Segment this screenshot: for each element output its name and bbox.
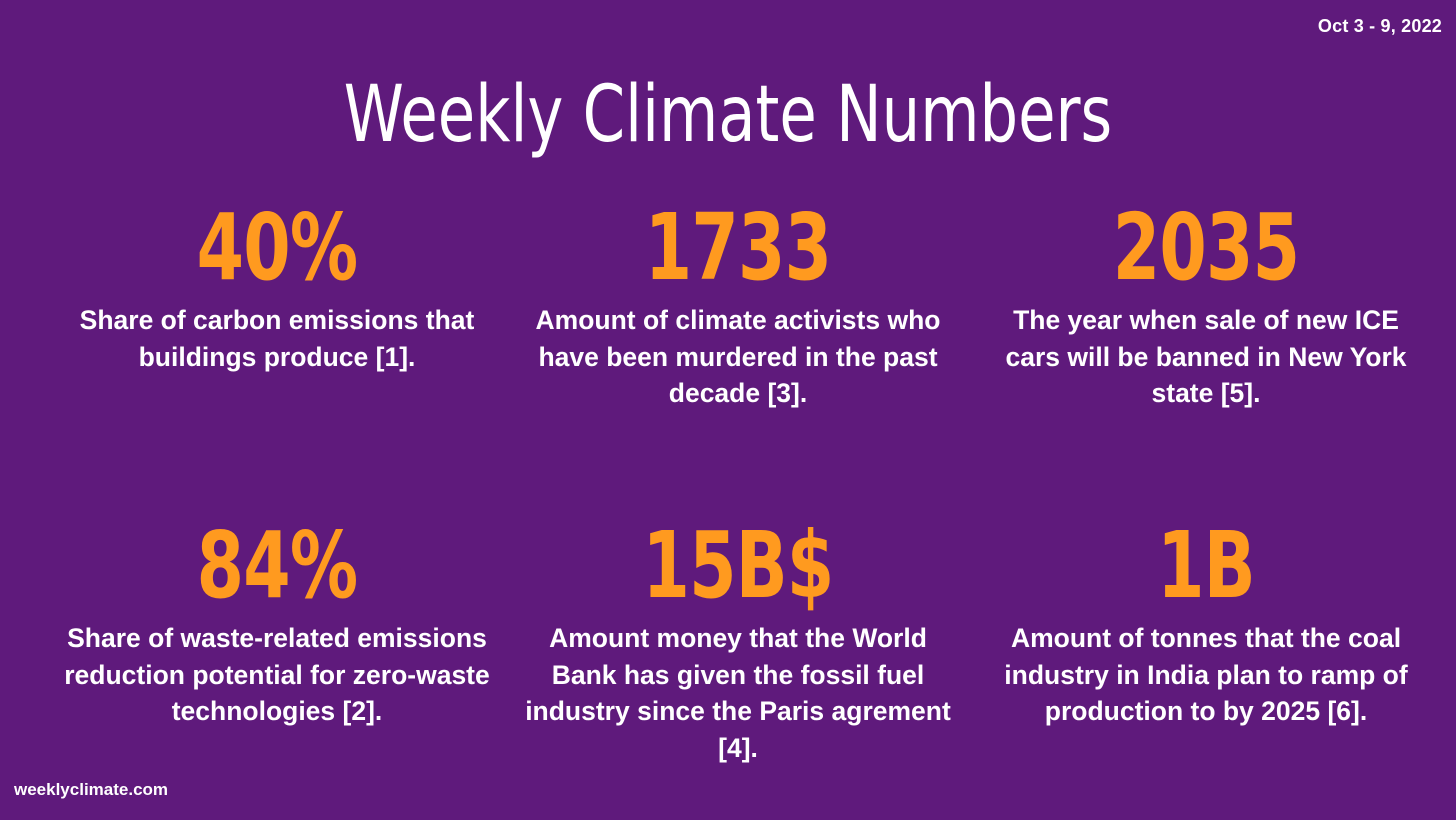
- date-range: Oct 3 - 9, 2022: [1317, 16, 1442, 36]
- stat-number: 1733: [644, 194, 832, 301]
- stat-card-activists-murdered: 1733 Amount of climate activists who hav…: [518, 200, 958, 412]
- stat-card-buildings-emissions: 40% Share of carbon emissions that build…: [57, 200, 497, 375]
- site-url: weeklyclimate.com: [14, 780, 169, 799]
- stat-number: 84%: [196, 512, 358, 619]
- page-title: Weekly Climate Numbers: [343, 70, 1113, 160]
- stat-description: Amount of tonnes that the coal industry …: [1004, 623, 1408, 726]
- stat-description: Amount money that the World Bank has giv…: [525, 623, 951, 763]
- stat-card-india-coal: 1B Amount of tonnes that the coal indust…: [986, 518, 1426, 730]
- stat-card-world-bank-funding: 15B$ Amount money that the World Bank ha…: [518, 518, 958, 766]
- stat-number: 1B: [1157, 512, 1256, 619]
- stat-description: The year when sale of new ICE cars will …: [1005, 305, 1407, 408]
- stat-card-waste-emissions: 84% Share of waste-related emissions red…: [57, 518, 497, 730]
- stat-description: Share of carbon emissions that buildings…: [79, 305, 475, 372]
- stat-description: Amount of climate activists who have bee…: [535, 305, 941, 408]
- stat-number: 15B$: [642, 512, 834, 619]
- stat-description: Share of waste-related emissions reducti…: [64, 623, 490, 726]
- stat-number: 40%: [196, 194, 358, 301]
- stat-card-ice-ban-year: 2035 The year when sale of new ICE cars …: [986, 200, 1426, 412]
- stat-number: 2035: [1112, 194, 1300, 301]
